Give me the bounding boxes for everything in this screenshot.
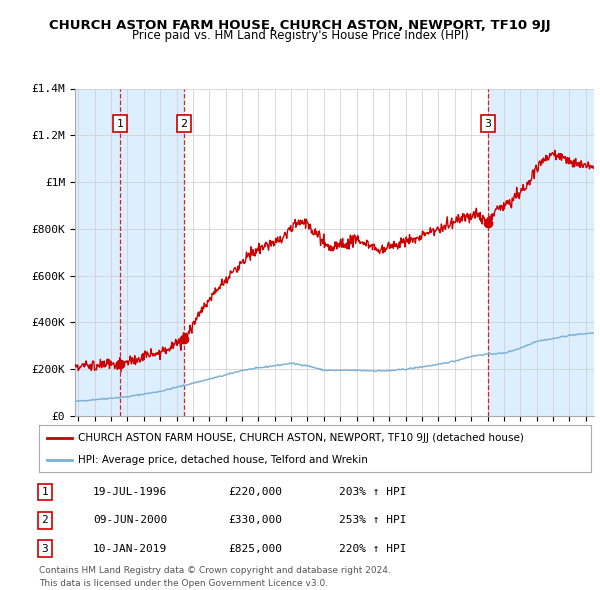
Text: 3: 3	[485, 119, 491, 129]
Text: 2: 2	[41, 515, 49, 525]
Text: 3: 3	[41, 543, 49, 553]
Text: 1: 1	[116, 119, 124, 129]
Text: HPI: Average price, detached house, Telford and Wrekin: HPI: Average price, detached house, Telf…	[77, 455, 368, 465]
Text: £220,000: £220,000	[228, 487, 282, 497]
Text: 19-JUL-1996: 19-JUL-1996	[93, 487, 167, 497]
Text: 220% ↑ HPI: 220% ↑ HPI	[339, 543, 407, 553]
Text: 253% ↑ HPI: 253% ↑ HPI	[339, 515, 407, 525]
Text: 203% ↑ HPI: 203% ↑ HPI	[339, 487, 407, 497]
Text: This data is licensed under the Open Government Licence v3.0.: This data is licensed under the Open Gov…	[39, 579, 328, 588]
Text: £330,000: £330,000	[228, 515, 282, 525]
Text: 10-JAN-2019: 10-JAN-2019	[93, 543, 167, 553]
Text: Price paid vs. HM Land Registry's House Price Index (HPI): Price paid vs. HM Land Registry's House …	[131, 30, 469, 42]
Bar	[75, 88, 120, 416]
Text: 2: 2	[180, 119, 187, 129]
Bar	[488, 88, 594, 416]
Text: CHURCH ASTON FARM HOUSE, CHURCH ASTON, NEWPORT, TF10 9JJ: CHURCH ASTON FARM HOUSE, CHURCH ASTON, N…	[49, 19, 551, 32]
Text: £825,000: £825,000	[228, 543, 282, 553]
Text: Contains HM Land Registry data © Crown copyright and database right 2024.: Contains HM Land Registry data © Crown c…	[39, 566, 391, 575]
Text: CHURCH ASTON FARM HOUSE, CHURCH ASTON, NEWPORT, TF10 9JJ (detached house): CHURCH ASTON FARM HOUSE, CHURCH ASTON, N…	[77, 432, 524, 442]
Bar	[120, 88, 184, 416]
Text: 09-JUN-2000: 09-JUN-2000	[93, 515, 167, 525]
Text: 1: 1	[41, 487, 49, 497]
